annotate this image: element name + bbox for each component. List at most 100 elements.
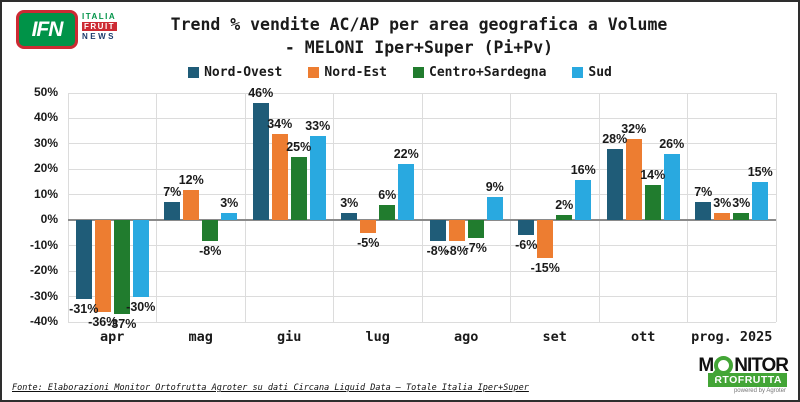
bar	[132, 220, 149, 297]
bar	[113, 220, 130, 315]
gridline	[68, 270, 776, 272]
value-label: 34%	[267, 116, 293, 131]
chart-title-line2: - MELONI Iper+Super (Pi+Pv)	[284, 38, 554, 57]
legend-item-centro-sardegna: Centro+Sardegna	[413, 65, 546, 80]
value-label: -6%	[515, 238, 538, 253]
bar	[94, 220, 111, 312]
ifn-logo-fruit: FRUIT	[82, 22, 118, 31]
plot-area: -31% 7% 46% 3% -8% -6% 28% 7% -36% 12% 34% -5% -8% -1…	[67, 86, 777, 331]
value-label: -5%	[357, 235, 380, 250]
bar	[537, 220, 554, 259]
gridline	[68, 117, 776, 119]
value-label: 32%	[621, 121, 647, 136]
bar	[752, 182, 769, 221]
monitor-logo-powered-by: powered by Agroter	[733, 388, 786, 394]
bar	[606, 148, 623, 221]
x-axis-label: ott	[631, 329, 656, 345]
value-label: 9%	[485, 180, 504, 195]
bar	[398, 164, 415, 221]
source-note: Fonte: Elaborazioni Monitor Ortofrutta A…	[12, 383, 529, 393]
value-label: 25%	[286, 139, 312, 154]
x-axis-label: ago	[454, 329, 479, 345]
bar	[75, 220, 92, 300]
bar	[221, 212, 238, 221]
vertical-gridline	[333, 93, 334, 322]
gridline	[68, 321, 776, 323]
vertical-gridline	[598, 93, 600, 322]
value-label: -8%	[445, 243, 468, 258]
value-label: -36%	[88, 314, 118, 329]
monitor-logo-rtofrutta: RTOFRUTTA	[708, 373, 787, 387]
bar	[429, 220, 446, 241]
value-label: 46%	[248, 86, 274, 101]
magnifier-icon	[714, 356, 734, 375]
bar	[556, 215, 573, 221]
ifn-logo-badge: IFN	[16, 10, 78, 49]
bar	[164, 202, 181, 221]
bar	[309, 136, 326, 221]
legend-label: Sud	[588, 65, 612, 80]
monitor-logo-wordmark: M NITOR	[698, 354, 789, 376]
vertical-gridline	[775, 93, 777, 322]
legend-swatch	[308, 67, 320, 78]
y-axis: 50% 40% 30% 20% 10% 0% -10% -20% -30% -40%	[2, 2, 58, 400]
ifn-logo-text: IFN	[31, 17, 64, 41]
gridline	[68, 143, 776, 145]
value-label: 28%	[602, 131, 628, 146]
zero-line	[68, 219, 776, 222]
bar	[379, 204, 396, 221]
legend-label: Nord-Ovest	[204, 65, 283, 80]
bar	[290, 156, 307, 221]
bar	[202, 220, 219, 241]
vertical-gridline	[510, 93, 511, 322]
value-label: -37%	[107, 317, 137, 332]
gridline	[68, 245, 776, 247]
bar	[448, 220, 465, 241]
x-axis-label: giu	[277, 329, 302, 345]
ifn-logo: IFN ITALIA FRUIT NEWS	[16, 10, 118, 49]
value-label: 7%	[163, 185, 182, 200]
ifn-logo-italia: ITALIA	[82, 12, 117, 21]
bar	[733, 212, 750, 221]
bar	[467, 220, 484, 239]
value-label: 2%	[555, 198, 574, 213]
bar	[360, 220, 377, 233]
value-label: -31%	[69, 302, 99, 317]
bar	[341, 212, 358, 221]
bar	[518, 220, 535, 236]
monitor-ortofrutta-logo: M NITOR RTOFRUTTA powered by Agroter	[698, 354, 789, 395]
value-label: -8%	[199, 243, 222, 258]
legend-swatch	[188, 67, 200, 78]
y-axis-tick-label: -30%	[29, 288, 58, 303]
value-label: 22%	[393, 147, 419, 162]
gridline	[68, 296, 776, 298]
bar	[486, 197, 503, 221]
bar	[183, 189, 200, 221]
y-axis-tick-label: -10%	[29, 237, 58, 252]
gridline	[68, 168, 776, 170]
legend-label: Centro+Sardegna	[429, 65, 547, 80]
vertical-gridline	[421, 93, 423, 322]
vertical-gridline	[687, 93, 688, 322]
bar	[695, 202, 712, 221]
y-axis-tick-label: 10%	[33, 186, 58, 201]
gridline	[68, 194, 776, 196]
legend-swatch	[413, 67, 424, 78]
monitor-logo-m: M	[698, 354, 714, 376]
gridline	[68, 92, 776, 94]
value-label: -30%	[126, 299, 156, 314]
value-label: 3%	[732, 195, 751, 210]
x-axis-label: set	[542, 329, 567, 345]
legend-label: Nord-Est	[324, 65, 387, 80]
x-axis-label: lug	[365, 329, 390, 345]
bar	[663, 154, 680, 221]
value-label: 16%	[570, 162, 596, 177]
x-axis: apr mag giu lug ago set ott prog. 2025	[68, 329, 776, 347]
value-label: 26%	[659, 137, 685, 152]
chart-legend: Nord-Ovest Nord-Est Centro+Sardegna Sud	[2, 65, 798, 80]
y-axis-tick-label: -20%	[29, 263, 58, 278]
value-label: 15%	[747, 165, 773, 180]
chart-title: Trend % vendite AC/AP per area geografic…	[2, 13, 798, 59]
bar	[575, 179, 592, 221]
x-axis-label: prog. 2025	[691, 329, 773, 345]
